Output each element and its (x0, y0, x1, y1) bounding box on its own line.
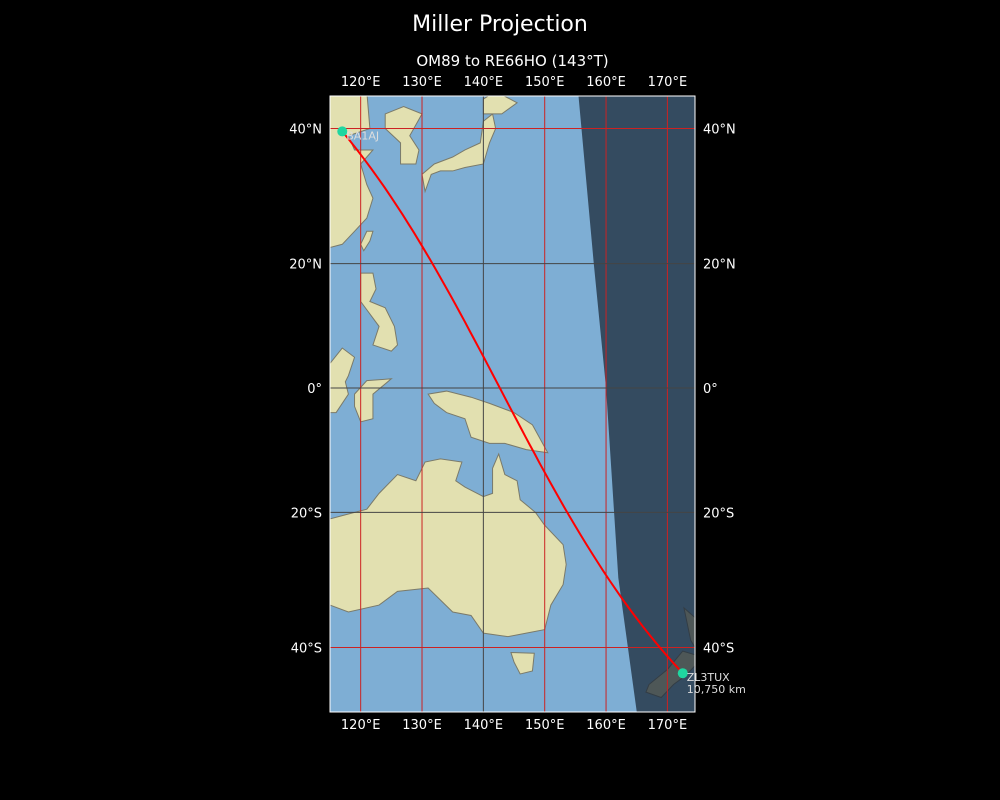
distance-label: 10,750 km (687, 683, 746, 696)
land-new-guinea (427, 390, 549, 454)
station-marker (337, 126, 348, 137)
map-subtitle: OM89 to RE66HO (143°T) (416, 52, 609, 70)
land-sulawesi (354, 378, 393, 423)
lon-tick-label: 120°E (341, 718, 381, 733)
lat-tick-label: 20°N (703, 258, 736, 273)
lon-tick-label: 160°E (586, 718, 626, 733)
lon-tick-label: 120°E (341, 75, 381, 90)
lat-tick-label: 40°S (703, 641, 734, 656)
map-frame (329, 95, 696, 713)
lat-tick-label: 40°S (291, 641, 322, 656)
lon-tick-label: 150°E (525, 75, 565, 90)
land-korea (384, 105, 423, 165)
lon-tick-label: 140°E (464, 718, 504, 733)
lat-tick-label: 40°N (289, 123, 322, 138)
lat-tick-label: 20°S (703, 506, 734, 521)
map-area (330, 96, 695, 712)
land-taiwan (360, 230, 374, 252)
lon-tick-label: 140°E (464, 75, 504, 90)
great-circle-path (341, 130, 684, 674)
lat-tick-label: 0° (307, 382, 322, 397)
lon-tick-label: 160°E (586, 75, 626, 90)
station-marker (677, 668, 688, 679)
lon-tick-label: 170°E (648, 75, 688, 90)
lat-tick-label: 20°S (291, 506, 322, 521)
land-tasmania (510, 652, 535, 675)
station-label: ZL3TUX (687, 671, 730, 684)
lon-tick-label: 150°E (525, 718, 565, 733)
lat-tick-label: 20°N (289, 258, 322, 273)
lon-tick-label: 130°E (402, 718, 442, 733)
lon-tick-label: 170°E (648, 718, 688, 733)
lon-tick-label: 130°E (402, 75, 442, 90)
land-japan (421, 113, 497, 194)
lat-tick-label: 40°N (703, 123, 736, 138)
night-shading (578, 96, 695, 712)
lat-tick-label: 0° (703, 382, 718, 397)
station-label: BA1AJ (346, 129, 379, 142)
land-borneo (330, 347, 356, 414)
map-title: Miller Projection (412, 12, 588, 37)
